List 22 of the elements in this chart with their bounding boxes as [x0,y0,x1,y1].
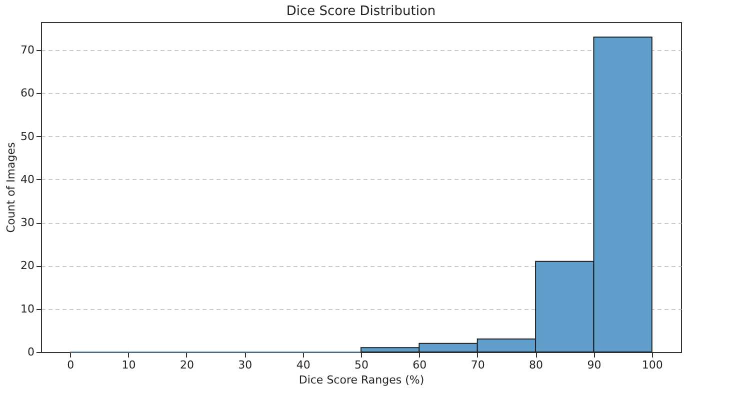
y-tick-label: 50 [20,130,34,143]
x-tick-label: 20 [180,358,194,372]
y-tick-label: 60 [20,86,34,100]
y-tick-label: 20 [20,259,34,272]
x-tick-label: 90 [587,358,602,372]
x-tick-label: 80 [529,358,544,372]
x-tick-label: 10 [122,358,136,372]
y-axis-title: Count of Images [4,142,18,233]
x-tick-label: 60 [412,358,427,372]
y-tick-label: 30 [20,216,34,230]
x-tick-label: 30 [238,358,252,372]
x-axis-title: Dice Score Ranges (%) [298,374,424,386]
y-tick-label: 40 [20,172,34,186]
x-tick-label: 100 [642,358,663,372]
x-tick-label: 70 [470,358,485,372]
x-tick-label: 50 [354,358,368,372]
x-tick-label: 0 [67,358,74,372]
y-tick-label: 10 [20,302,34,316]
x-tick-label: 40 [296,358,310,372]
y-tick-label: 0 [28,346,34,358]
chart-title: Dice Score Distribution [286,4,436,19]
y-tick-label: 70 [20,44,34,57]
